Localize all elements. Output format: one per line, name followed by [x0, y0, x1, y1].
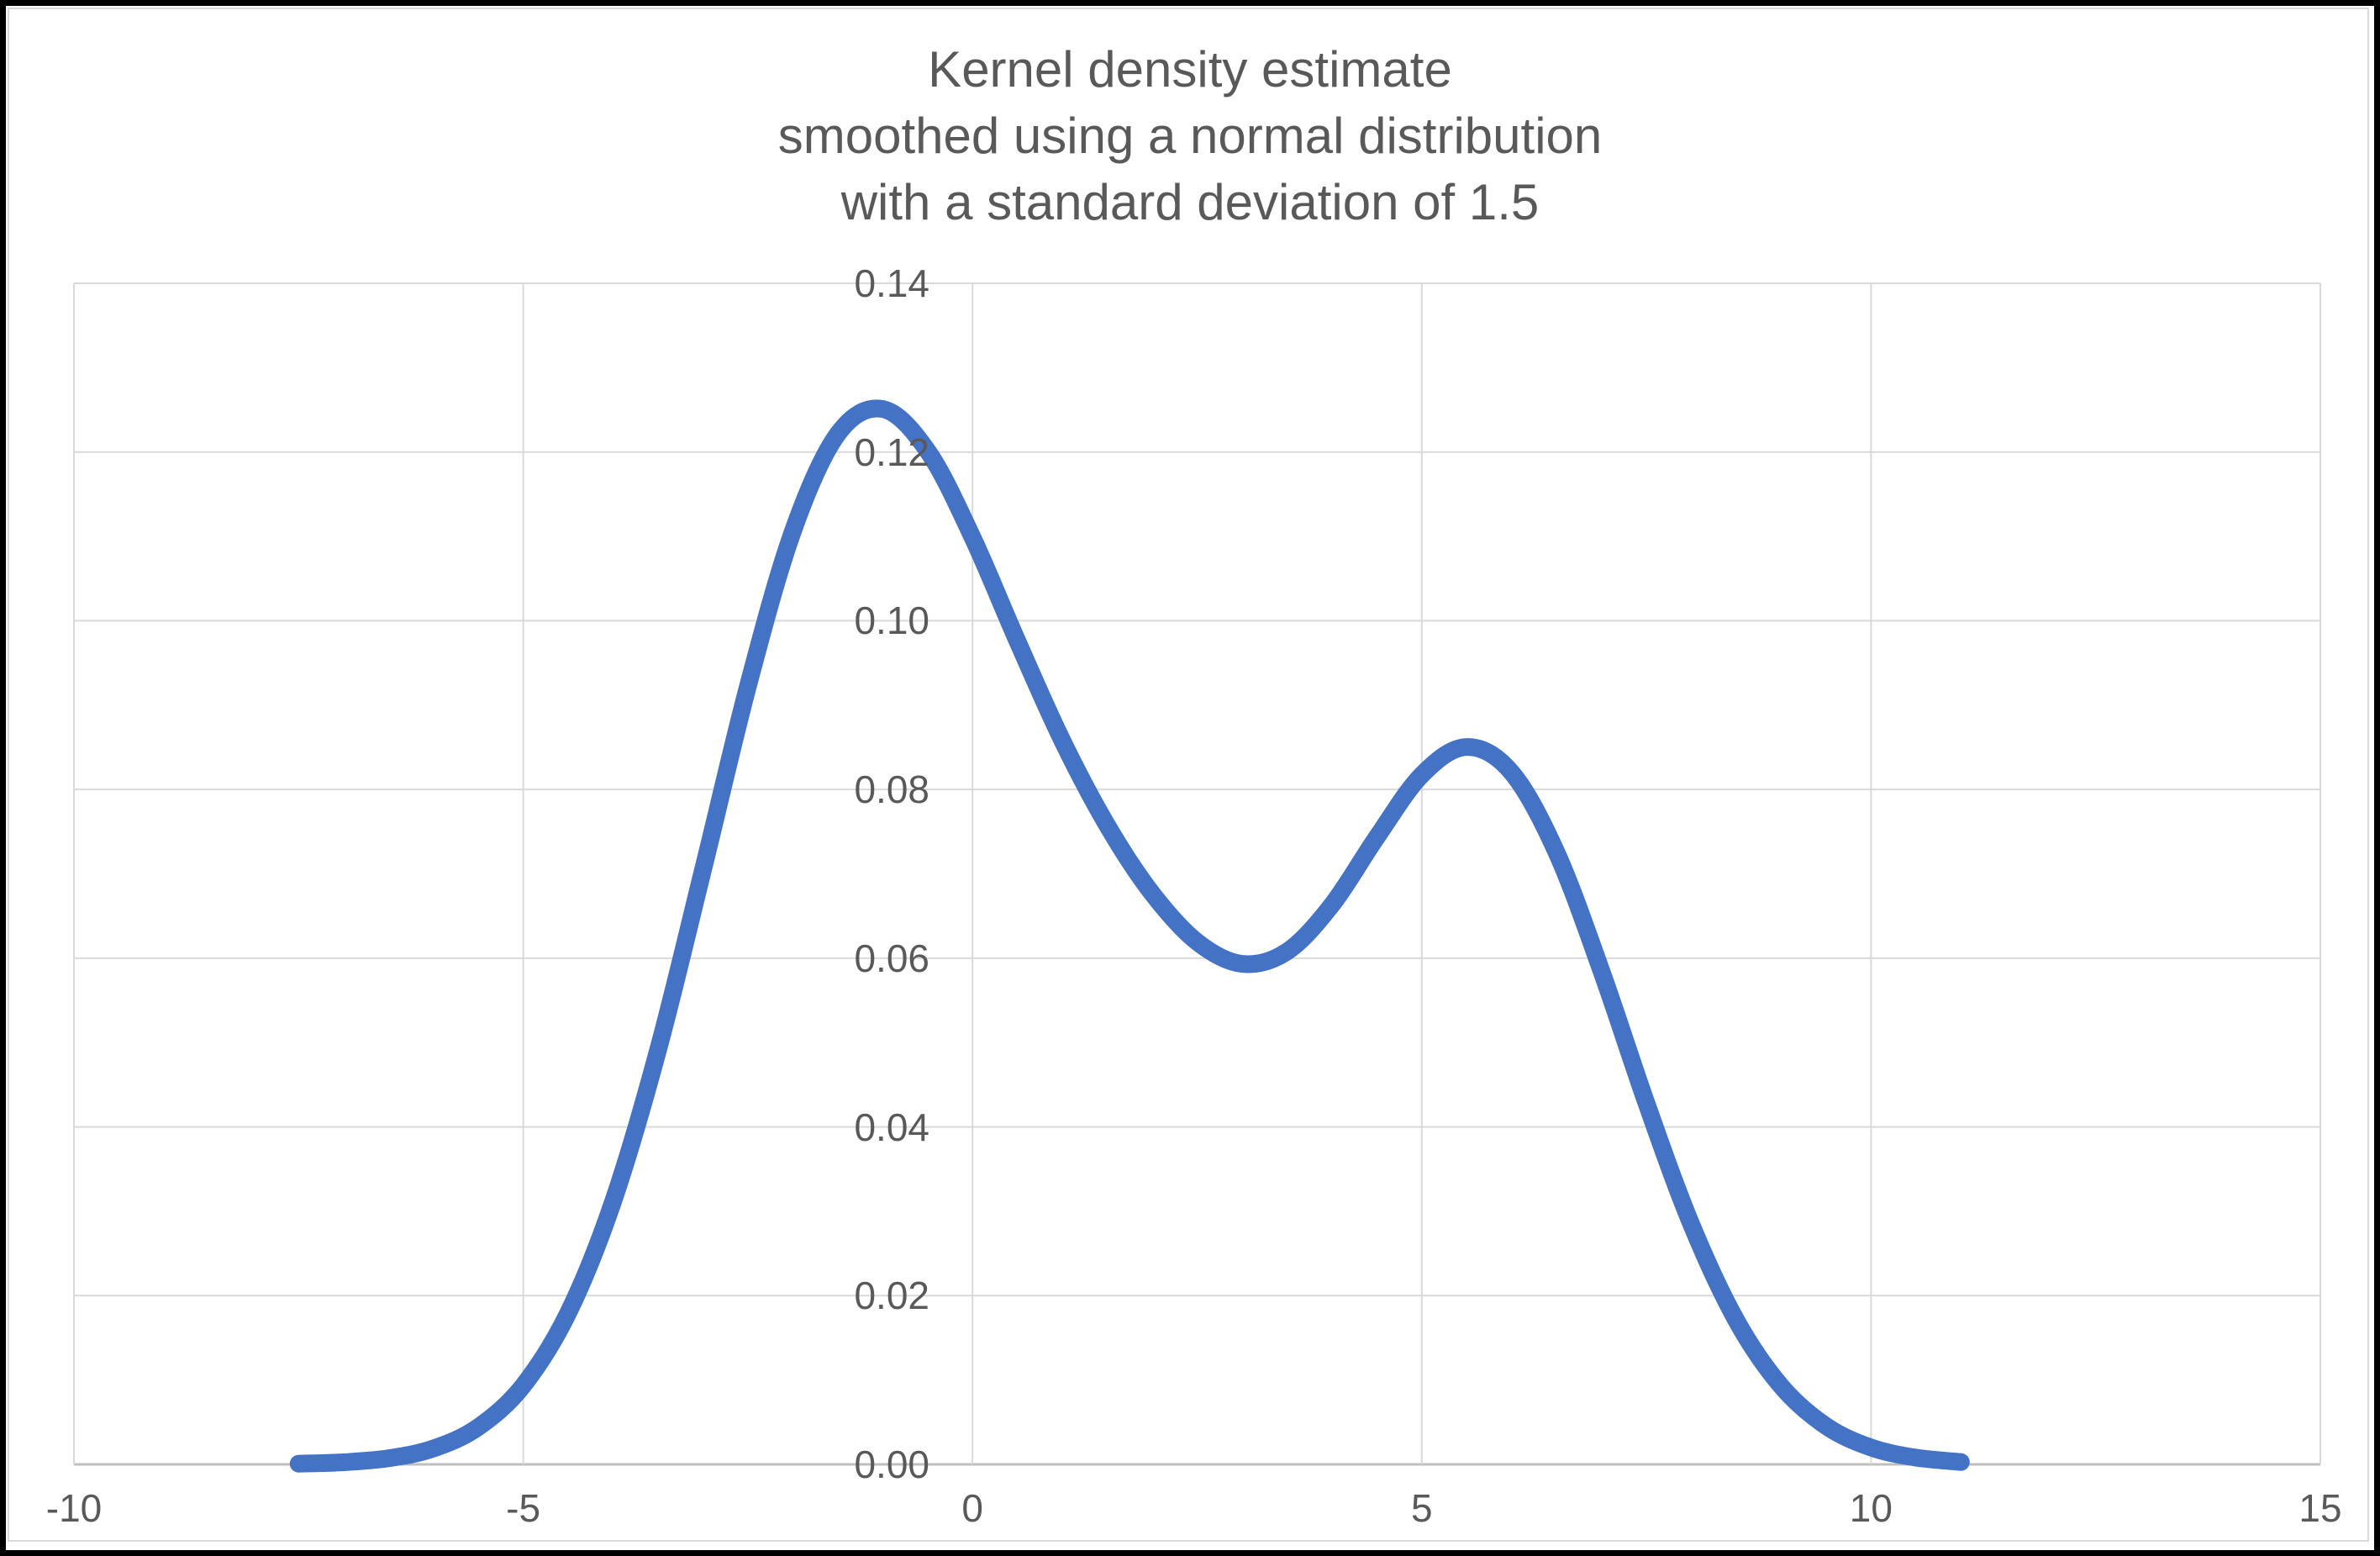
chart-title: Kernel density estimate smoothed using a… [6, 36, 2374, 235]
chart-title-line-2: smoothed using a normal distribution [777, 108, 1603, 164]
y-tick-label: 0.00 [854, 1443, 929, 1486]
y-tick-label: 0.04 [854, 1105, 929, 1149]
x-tick-label: -5 [506, 1486, 541, 1530]
y-tick-label: 0.06 [854, 936, 929, 980]
y-tick-label: 0.14 [854, 261, 929, 305]
y-tick-label: 0.08 [854, 767, 929, 812]
x-tick-label: 5 [1411, 1486, 1433, 1530]
x-tick-label: 10 [1849, 1486, 1893, 1530]
plot-area [73, 282, 2321, 1473]
x-tick-label: 0 [961, 1486, 983, 1530]
chart-title-line-3: with a standard deviation of 1.5 [840, 174, 1540, 230]
y-tick-label: 0.10 [854, 599, 929, 643]
chart-title-line-1: Kernel density estimate [928, 41, 1452, 98]
chart-area-border [8, 8, 2369, 1542]
kde-curve [289, 399, 1970, 1473]
x-tick-label: 15 [2298, 1486, 2342, 1530]
y-tick-label: 0.02 [854, 1274, 929, 1318]
x-tick-label: -10 [45, 1486, 103, 1530]
y-tick-label: 0.12 [854, 430, 929, 474]
